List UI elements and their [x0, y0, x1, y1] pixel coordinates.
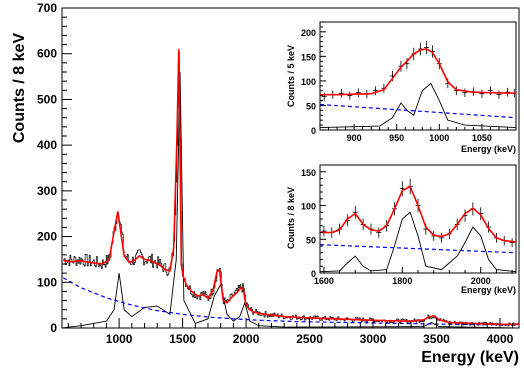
inset-top-y-tick-label: 200	[301, 28, 316, 38]
main-y-tick-label: 200	[37, 230, 57, 244]
inset-top-series-component	[320, 82, 516, 128]
inset-bottom-panel: 1600 1800 2000 0 50 100 150 Energy (keV) Counts …	[286, 164, 517, 295]
main-x-tick-label: 4000	[487, 332, 514, 346]
main-series-dashed-background	[62, 277, 519, 326]
main-y-tick-label: 0	[50, 321, 57, 335]
inset-bottom-x-tick-label: 1600	[314, 276, 334, 286]
inset-bottom-y-axis-title: Counts / 8 keV	[286, 187, 296, 249]
inset-top-y-axis-title: Counts / 5 keV	[286, 45, 296, 107]
inset-top-x-tick-label: 1050	[472, 133, 492, 143]
main-x-tick-label: 3000	[360, 332, 387, 346]
inset-top-series-dashed-background	[320, 103, 516, 119]
main-y-tick-label: 600	[37, 47, 57, 61]
main-y-axis-title: Counts / 8 keV	[11, 33, 28, 144]
main-x-tick-label: 2000	[233, 332, 260, 346]
inset-bottom-y-tick-label: 0	[311, 269, 316, 279]
main-series-component	[63, 71, 519, 328]
inset-bottom-x-axis-title: Energy (keV)	[461, 285, 516, 295]
inset-top-x-tick-label: 1000	[429, 133, 449, 143]
inset-top-plot-area	[320, 41, 516, 128]
main-y-tick-label: 100	[37, 275, 57, 289]
inset-top-y-tick-label: 100	[301, 77, 316, 87]
inset-top-frame	[319, 21, 517, 131]
main-x-tick-label: 3500	[423, 332, 450, 346]
inset-top-x-axis-title: Energy (keV)	[461, 144, 516, 154]
inset-bottom-series-total-fit	[320, 185, 516, 243]
inset-bottom-frame	[319, 164, 517, 274]
inset-top-y-tick-label: 0	[311, 126, 316, 136]
inset-bottom-x-tick-label: 1800	[392, 276, 412, 286]
main-y-tick-label: 500	[37, 92, 57, 106]
main-x-tick-label: 1000	[106, 332, 133, 346]
inset-bottom-series-component	[320, 211, 516, 273]
main-x-tick-label: 2500	[296, 332, 323, 346]
inset-top-series-total-fit	[320, 48, 516, 96]
main-x-tick-label: 1500	[169, 332, 196, 346]
inset-top-panel: 900 950 1000 1050 0 50 100 150 200 Energy (keV) Co…	[286, 21, 517, 154]
inset-bottom-x-tick-label: 2000	[471, 276, 491, 286]
inset-top-y-tick-label: 50	[306, 101, 316, 111]
inset-top-x-tick-label: 950	[389, 133, 404, 143]
inset-bottom-y-tick-label: 50	[306, 235, 316, 245]
inset-top-x-tick-label: 900	[347, 133, 362, 143]
inset-bottom-y-tick-label: 150	[301, 168, 316, 178]
inset-bottom-y-tick-label: 100	[301, 202, 316, 212]
inset-bottom-plot-area	[320, 178, 516, 273]
inset-top-y-tick-label: 150	[301, 52, 316, 62]
inset-bottom-series-dashed-background	[320, 244, 516, 254]
main-y-tick-label: 300	[37, 184, 57, 198]
main-y-tick-label: 700	[37, 1, 57, 15]
main-x-axis-title: Energy (keV)	[421, 349, 519, 366]
main-y-tick-label: 400	[37, 138, 57, 152]
